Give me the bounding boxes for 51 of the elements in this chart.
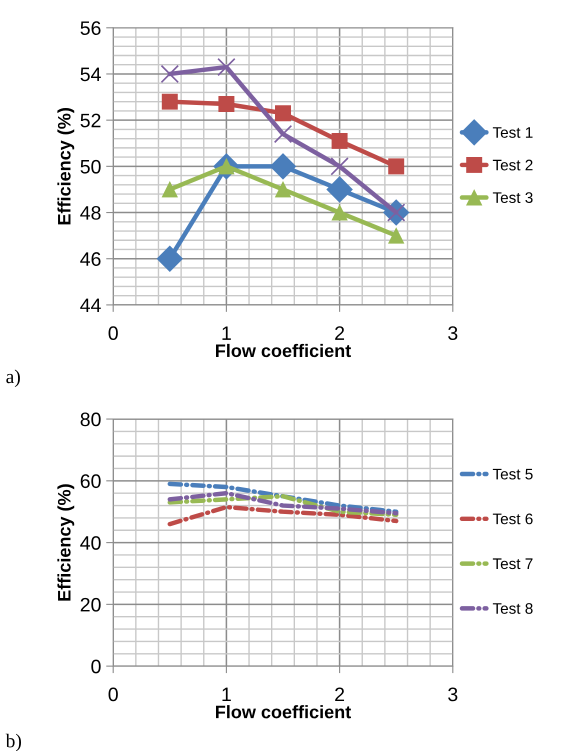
y-tick-label: 60 bbox=[80, 474, 101, 488]
text: b) bbox=[6, 734, 22, 751]
point bbox=[330, 157, 349, 176]
point bbox=[332, 132, 348, 149]
y-tick-label: 48 bbox=[80, 206, 101, 220]
x-tick-label: 0 bbox=[108, 326, 118, 340]
point bbox=[218, 96, 234, 112]
point bbox=[326, 176, 353, 203]
y-tick-label: 0 bbox=[91, 660, 101, 674]
legend-label: Test 6 bbox=[492, 513, 533, 524]
y-tick-label: 50 bbox=[80, 160, 101, 174]
y-axis-title: Efficiency (%) bbox=[57, 108, 74, 224]
x-axis-title: Flow coefficient bbox=[216, 705, 351, 718]
y-tick-label: 80 bbox=[80, 412, 101, 426]
point bbox=[217, 58, 236, 76]
y-tick-label: 56 bbox=[80, 21, 101, 36]
y-tick-label: 40 bbox=[80, 536, 101, 550]
point bbox=[160, 64, 179, 84]
legend-label: Test 5 bbox=[492, 468, 533, 480]
x-tick-label: 0 bbox=[108, 687, 118, 702]
y-tick-label: 52 bbox=[80, 114, 100, 128]
legend-label: Test 8 bbox=[492, 603, 533, 614]
y-axis-title: Efficiency (%) bbox=[57, 484, 74, 601]
point bbox=[388, 158, 404, 174]
legend-label: Test 2 bbox=[492, 160, 533, 170]
legend-label: Test 7 bbox=[492, 558, 533, 570]
point bbox=[275, 105, 291, 122]
point bbox=[388, 228, 404, 244]
x-tick-label: 2 bbox=[335, 326, 344, 340]
y-tick-label: 46 bbox=[80, 252, 101, 266]
legend-label: Test 3 bbox=[492, 192, 533, 204]
x-tick-label: 1 bbox=[222, 326, 231, 340]
point bbox=[156, 246, 183, 272]
x-tick-label: 3 bbox=[448, 326, 458, 340]
point bbox=[162, 181, 178, 198]
y-tick-label: 44 bbox=[80, 298, 101, 312]
legend-label: Test 1 bbox=[492, 127, 533, 138]
x-tick-label: 3 bbox=[448, 687, 458, 702]
x-tick-label: 2 bbox=[335, 687, 344, 702]
line-series bbox=[168, 482, 398, 514]
x-tick-label: 1 bbox=[222, 688, 231, 702]
point bbox=[274, 124, 292, 144]
point bbox=[162, 94, 178, 110]
point bbox=[275, 181, 291, 198]
x-axis-title: Flow coefficient bbox=[216, 344, 351, 358]
y-tick-label: 54 bbox=[80, 68, 101, 82]
y-tick-label: 20 bbox=[80, 598, 101, 612]
point bbox=[270, 153, 296, 180]
text: a) bbox=[6, 370, 20, 388]
line-series bbox=[168, 504, 398, 526]
point bbox=[332, 204, 348, 221]
